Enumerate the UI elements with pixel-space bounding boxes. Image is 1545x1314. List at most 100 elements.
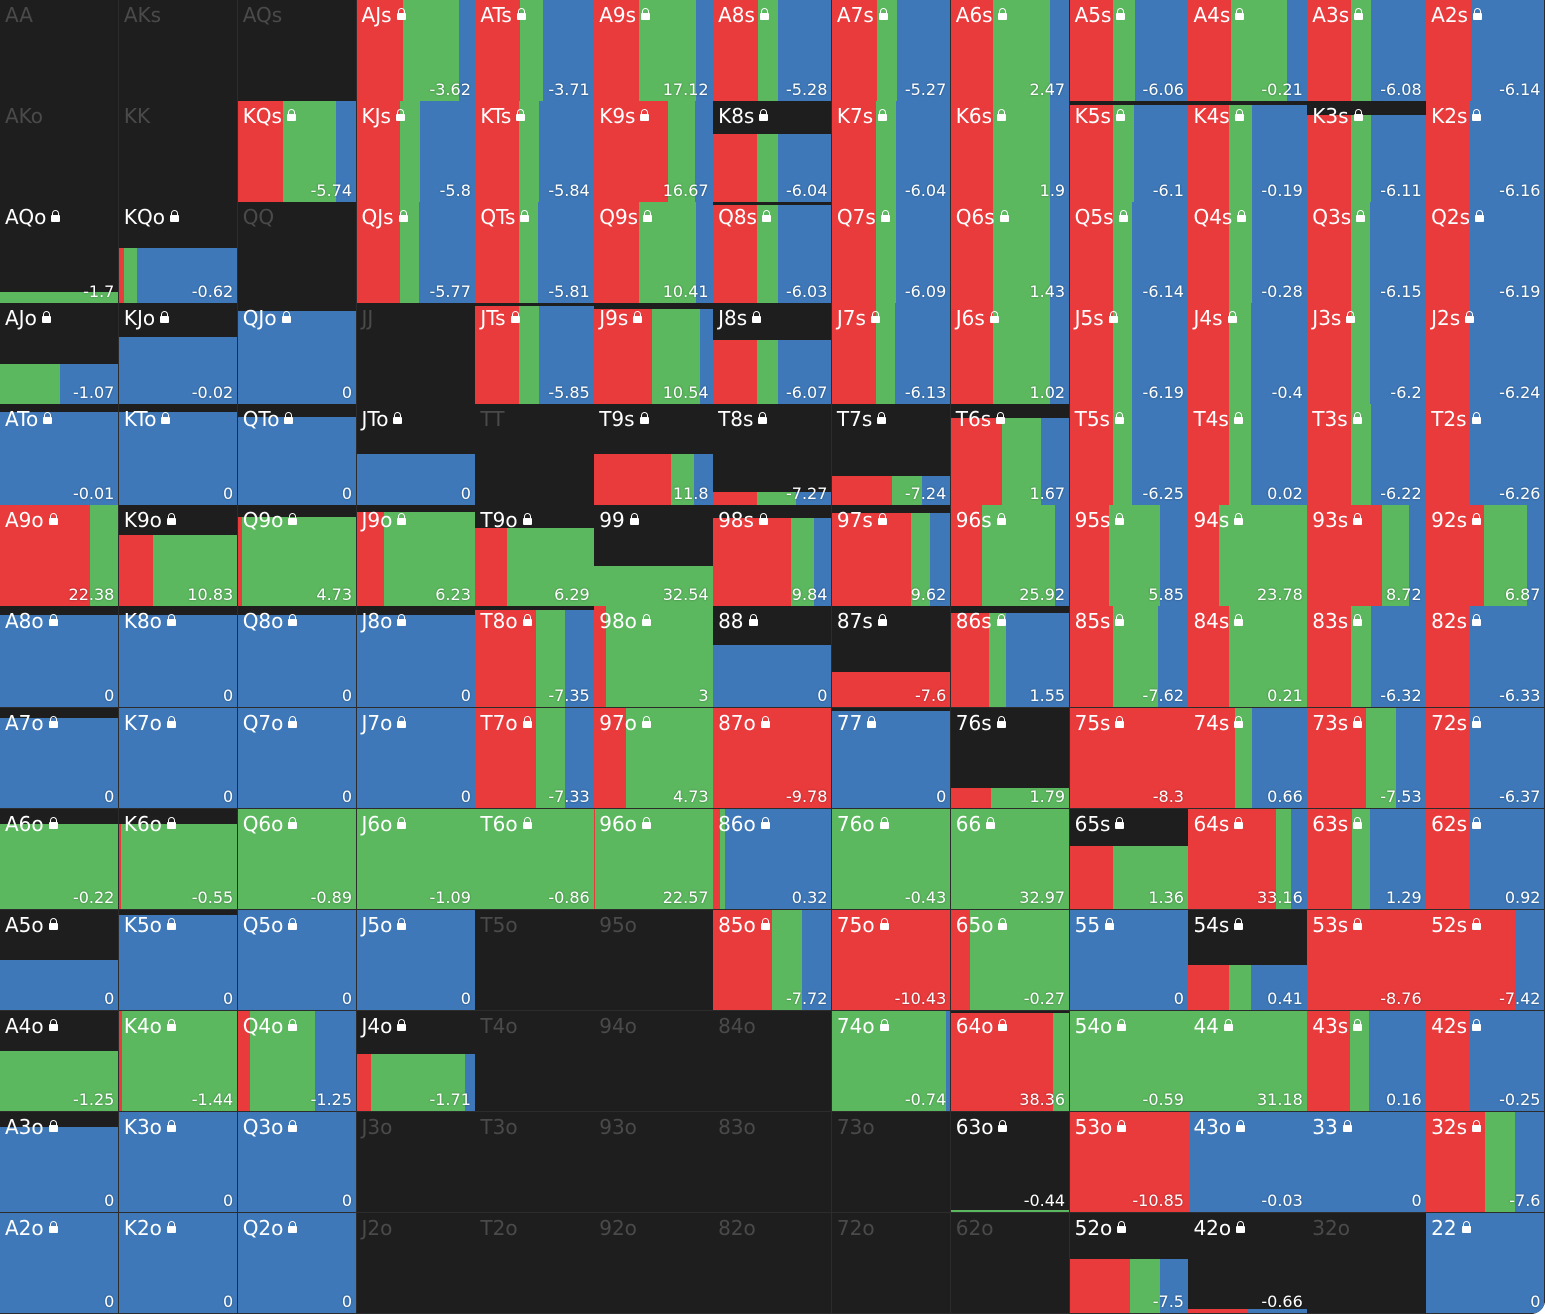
hand-cell[interactable]: QQ bbox=[237, 202, 358, 304]
hand-cell[interactable]: 96o 22.57 bbox=[594, 808, 714, 911]
hand-cell[interactable]: KJo -0.02 bbox=[118, 303, 239, 405]
hand-cell[interactable]: 87o -9.78 bbox=[713, 707, 833, 810]
hand-cell[interactable]: 52s -7.42 bbox=[1426, 909, 1545, 1012]
hand-cell[interactable]: 43o -0.03 bbox=[1188, 1111, 1308, 1214]
hand-cell[interactable]: KTo 0 bbox=[118, 404, 239, 506]
hand-cell[interactable]: J9s 10.54 bbox=[594, 303, 714, 405]
hand-cell[interactable]: Q6s 1.43 bbox=[950, 202, 1071, 304]
hand-cell[interactable]: J8s -6.07 bbox=[713, 303, 833, 405]
hand-cell[interactable]: T9o 6.29 bbox=[475, 505, 595, 607]
hand-cell[interactable]: A3s -6.08 bbox=[1307, 0, 1427, 102]
hand-cell[interactable]: 64s 33.16 bbox=[1188, 808, 1308, 911]
hand-cell[interactable]: 62s 0.92 bbox=[1426, 808, 1545, 911]
hand-cell[interactable]: K4o -1.44 bbox=[118, 1010, 239, 1113]
hand-cell[interactable]: 64o 38.36 bbox=[950, 1010, 1071, 1113]
hand-cell[interactable]: A2o 0 bbox=[0, 1212, 120, 1314]
hand-cell[interactable]: 42s -0.25 bbox=[1426, 1010, 1545, 1113]
hand-cell[interactable]: K2o 0 bbox=[118, 1212, 239, 1314]
hand-cell[interactable]: A7s -5.27 bbox=[831, 0, 952, 102]
hand-cell[interactable]: J7o 0 bbox=[356, 707, 476, 810]
hand-cell[interactable]: J6o -1.09 bbox=[356, 808, 476, 911]
hand-cell[interactable]: 82o bbox=[713, 1212, 833, 1314]
hand-cell[interactable]: 82s -6.33 bbox=[1426, 606, 1545, 709]
hand-cell[interactable]: J9o 6.23 bbox=[356, 505, 476, 607]
hand-cell[interactable]: T8s -7.27 bbox=[713, 404, 833, 506]
hand-cell[interactable]: T5o bbox=[475, 909, 595, 1012]
hand-cell[interactable]: J2o bbox=[356, 1212, 476, 1314]
hand-cell[interactable]: K6s 1.9 bbox=[950, 101, 1071, 203]
hand-cell[interactable]: K7s -6.04 bbox=[831, 101, 952, 203]
hand-cell[interactable]: 42o -0.66 bbox=[1188, 1212, 1308, 1314]
hand-cell[interactable]: 94o bbox=[594, 1010, 714, 1113]
hand-cell[interactable]: 75o -10.43 bbox=[831, 909, 952, 1012]
hand-cell[interactable]: AJo -1.07 bbox=[0, 303, 120, 405]
hand-cell[interactable]: 72o bbox=[831, 1212, 952, 1314]
hand-cell[interactable]: 96s 25.92 bbox=[950, 505, 1071, 607]
hand-cell[interactable]: A8s -5.28 bbox=[713, 0, 833, 102]
hand-cell[interactable]: 95s 5.85 bbox=[1069, 505, 1189, 607]
hand-cell[interactable]: 99 32.54 bbox=[594, 505, 714, 607]
hand-cell[interactable]: 65o -0.27 bbox=[950, 909, 1071, 1012]
hand-cell[interactable]: J3o bbox=[356, 1111, 476, 1214]
hand-cell[interactable]: A5o 0 bbox=[0, 909, 120, 1012]
hand-cell[interactable]: J6s 1.02 bbox=[950, 303, 1071, 405]
hand-cell[interactable]: KQo -0.62 bbox=[118, 202, 239, 304]
hand-cell[interactable]: K6o -0.55 bbox=[118, 808, 239, 911]
hand-cell[interactable]: 62o bbox=[950, 1212, 1071, 1314]
hand-cell[interactable]: 54s 0.41 bbox=[1188, 909, 1308, 1012]
hand-cell[interactable]: 84s 0.21 bbox=[1188, 606, 1308, 709]
hand-cell[interactable]: AJs -3.62 bbox=[356, 0, 476, 102]
hand-cell[interactable]: Q9o 4.73 bbox=[237, 505, 358, 607]
hand-cell[interactable]: JJ bbox=[356, 303, 476, 405]
hand-cell[interactable]: K5s -6.1 bbox=[1069, 101, 1189, 203]
hand-cell[interactable]: QJs -5.77 bbox=[356, 202, 476, 304]
hand-cell[interactable]: A8o 0 bbox=[0, 606, 120, 709]
hand-cell[interactable]: ATo -0.01 bbox=[0, 404, 120, 506]
hand-cell[interactable]: J5o 0 bbox=[356, 909, 476, 1012]
hand-cell[interactable]: K8o 0 bbox=[118, 606, 239, 709]
hand-cell[interactable]: 73s -7.53 bbox=[1307, 707, 1427, 810]
hand-cell[interactable]: K9s 16.67 bbox=[594, 101, 714, 203]
hand-cell[interactable]: KK bbox=[118, 101, 239, 203]
hand-cell[interactable]: 22 0 bbox=[1426, 1212, 1545, 1314]
hand-cell[interactable]: 95o bbox=[594, 909, 714, 1012]
hand-cell[interactable]: A4o -1.25 bbox=[0, 1010, 120, 1113]
hand-cell[interactable]: 33 0 bbox=[1307, 1111, 1427, 1214]
hand-cell[interactable]: T6o -0.86 bbox=[475, 808, 595, 911]
hand-cell[interactable]: 53s -8.76 bbox=[1307, 909, 1427, 1012]
hand-cell[interactable]: 52o -7.5 bbox=[1069, 1212, 1189, 1314]
hand-cell[interactable]: J3s -6.2 bbox=[1307, 303, 1427, 405]
hand-cell[interactable]: 87s -7.6 bbox=[831, 606, 952, 709]
hand-cell[interactable]: K7o 0 bbox=[118, 707, 239, 810]
hand-cell[interactable]: AQs bbox=[237, 0, 358, 102]
hand-cell[interactable]: 32s -7.6 bbox=[1426, 1111, 1545, 1214]
hand-cell[interactable]: A3o 0 bbox=[0, 1111, 120, 1214]
hand-cell[interactable]: A4s -0.21 bbox=[1188, 0, 1308, 102]
hand-cell[interactable]: 92s 6.87 bbox=[1426, 505, 1545, 607]
hand-cell[interactable]: T4s 0.02 bbox=[1188, 404, 1308, 506]
hand-cell[interactable]: 63o -0.44 bbox=[950, 1111, 1071, 1214]
hand-cell[interactable]: 77 0 bbox=[831, 707, 952, 810]
hand-cell[interactable]: 44 31.18 bbox=[1188, 1010, 1308, 1113]
hand-cell[interactable]: 88 0 bbox=[713, 606, 833, 709]
hand-cell[interactable]: Q4s -0.28 bbox=[1188, 202, 1308, 304]
hand-cell[interactable]: T6s 1.67 bbox=[950, 404, 1071, 506]
hand-cell[interactable]: 98s 9.84 bbox=[713, 505, 833, 607]
hand-cell[interactable]: AQo -1.7 bbox=[0, 202, 120, 304]
hand-cell[interactable]: T2o bbox=[475, 1212, 595, 1314]
hand-cell[interactable]: JTo 0 bbox=[356, 404, 476, 506]
hand-cell[interactable]: K3o 0 bbox=[118, 1111, 239, 1214]
hand-cell[interactable]: QTo 0 bbox=[237, 404, 358, 506]
hand-cell[interactable]: AA bbox=[0, 0, 120, 102]
hand-cell[interactable]: TT bbox=[475, 404, 595, 506]
hand-cell[interactable]: T7o -7.33 bbox=[475, 707, 595, 810]
hand-cell[interactable]: 53o -10.85 bbox=[1069, 1111, 1189, 1214]
hand-cell[interactable]: 74o -0.74 bbox=[831, 1010, 952, 1113]
hand-cell[interactable]: 74s 0.66 bbox=[1188, 707, 1308, 810]
hand-cell[interactable]: 86s 1.55 bbox=[950, 606, 1071, 709]
hand-cell[interactable]: T5s -6.25 bbox=[1069, 404, 1189, 506]
hand-cell[interactable]: Q3s -6.15 bbox=[1307, 202, 1427, 304]
hand-cell[interactable]: ATs -3.71 bbox=[475, 0, 595, 102]
hand-cell[interactable]: J4o -1.71 bbox=[356, 1010, 476, 1113]
hand-cell[interactable]: 83s -6.32 bbox=[1307, 606, 1427, 709]
